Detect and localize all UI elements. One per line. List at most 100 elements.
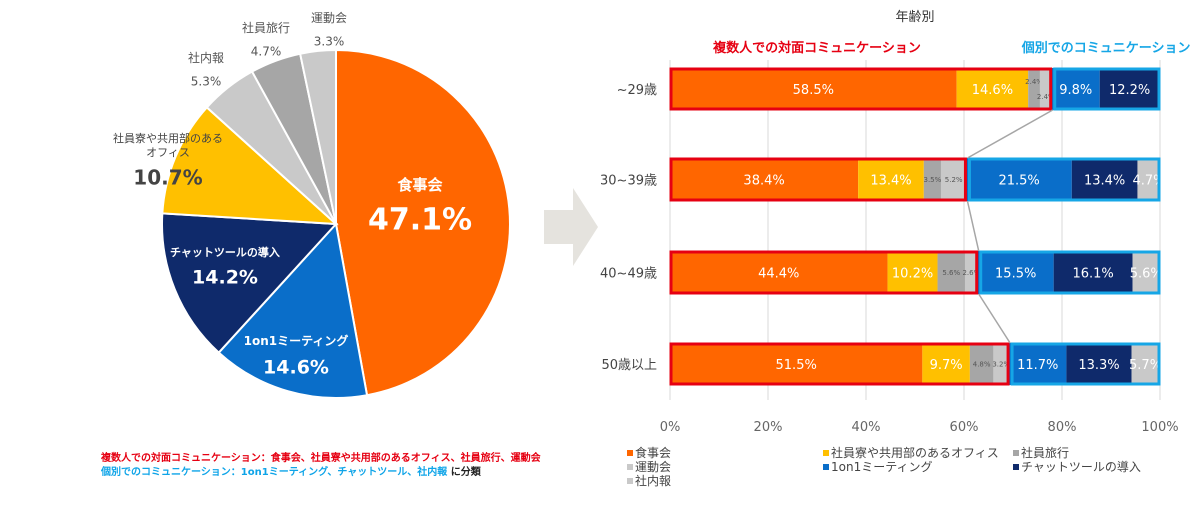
- pie-label-ryo-1: オフィス: [146, 146, 190, 159]
- note-indiv-suffix: に分類: [450, 467, 481, 478]
- bar-label-1-5: 13.4%: [1084, 173, 1125, 188]
- bar-seg-0-5: [1099, 68, 1160, 110]
- legend-label-6: 社内報: [635, 474, 672, 488]
- category-label-2: 40~49歳: [600, 267, 657, 282]
- bar-seg-0-3: [1039, 68, 1052, 110]
- bar-seg-0-4: [1051, 68, 1100, 110]
- legend-swatch-3: [627, 463, 633, 470]
- category-label-1: 30~39歳: [600, 174, 657, 189]
- bar-label-0-1: 14.6%: [972, 83, 1013, 98]
- bar-seg-1-0: [670, 158, 859, 201]
- bar-label-1-6: 4.7%: [1132, 173, 1165, 188]
- bar-label-2-1: 10.2%: [892, 266, 933, 281]
- legend-swatch-1: [823, 449, 829, 456]
- bar-seg-1-3: [940, 158, 967, 201]
- pie-value-undo: 3.3%: [314, 35, 345, 49]
- bar-seg-2-5: [1053, 251, 1133, 294]
- bar-seg-0-1: [956, 68, 1029, 110]
- legend-item-0: 食事会: [627, 446, 671, 460]
- pie-value-chat: 14.2%: [192, 267, 258, 289]
- bar-label-0-4: 9.8%: [1059, 83, 1092, 98]
- bar-label-3-6: 5.7%: [1129, 358, 1162, 373]
- pie-slice-chat: [161, 212, 339, 355]
- bar-label-0-3: 2.4%: [1037, 93, 1055, 101]
- indiv-group-border-1: [967, 157, 1161, 202]
- pie-value-ryo: 10.7%: [133, 165, 202, 189]
- bar-chart-title: 年齢別: [895, 10, 934, 25]
- group-label-multi: 複数人での対面コミュニケーション: [712, 40, 921, 56]
- bar-label-0-5: 12.2%: [1109, 83, 1150, 98]
- indiv-group-border-3: [1010, 342, 1161, 386]
- pie-slice-shokuji: [335, 48, 511, 397]
- right-arrow-icon: [544, 188, 598, 266]
- multi-group-border-2: [669, 250, 979, 295]
- bar-seg-2-3: [964, 251, 978, 294]
- connector-line-2: [978, 293, 1011, 344]
- bar-seg-3-5: [1066, 343, 1132, 385]
- legend-item-1: 社員寮や共用部のあるオフィス: [823, 446, 999, 460]
- legend-label-1: 社員寮や共用部のあるオフィス: [831, 446, 999, 460]
- legend-label-3: 運動会: [635, 460, 672, 474]
- bar-seg-2-2: [937, 251, 965, 294]
- pie-label-ryo-0: 社員寮や共用部のある: [113, 131, 223, 145]
- bar-seg-3-3: [993, 343, 1010, 385]
- bar-seg-2-4: [977, 251, 1054, 294]
- bar-label-2-6: 5.6%: [1130, 266, 1163, 281]
- pie-label-undo: 運動会: [311, 11, 347, 25]
- legend-item-5: チャットツールの導入: [1013, 460, 1141, 474]
- bar-seg-3-0: [670, 343, 923, 385]
- bar-label-2-4: 15.5%: [995, 266, 1036, 281]
- bar-seg-1-2: [923, 158, 941, 201]
- bar-seg-3-4: [1009, 343, 1067, 385]
- x-tick-60: 60%: [950, 420, 979, 435]
- x-tick-20: 20%: [754, 420, 783, 435]
- legend-label-0: 食事会: [635, 446, 672, 460]
- bar-label-2-3: 2.6%: [962, 269, 980, 277]
- indiv-group-border-0: [1053, 67, 1161, 111]
- bar-seg-2-6: [1132, 251, 1160, 294]
- legend-item-4: 1on1ミーティング: [823, 460, 933, 474]
- connector-line-0: [967, 109, 1054, 159]
- category-label-3: 50歳以上: [601, 358, 657, 373]
- bar-seg-3-1: [922, 343, 970, 385]
- bar-label-0-2: 2.4%: [1025, 78, 1043, 86]
- bar-label-1-2: 3.5%: [923, 176, 941, 184]
- bar-seg-2-0: [670, 251, 888, 294]
- legend-swatch-6: [627, 477, 633, 484]
- legend-label-2: 社員旅行: [1021, 446, 1070, 460]
- category-label-0: ~29歳: [617, 83, 657, 98]
- pie-slice-1on1: [217, 221, 369, 399]
- legend-item-6: 社内報: [627, 474, 671, 488]
- bar-label-3-1: 9.7%: [930, 358, 963, 373]
- pie-value-shokuji: 47.1%: [368, 203, 472, 238]
- legend-label-4: 1on1ミーティング: [831, 460, 933, 474]
- classification-note-indiv: 個別でのコミュニケーション：1on1ミーティング、チャットツール、社内報 に分類: [101, 466, 481, 479]
- bar-label-1-1: 13.4%: [870, 173, 911, 188]
- multi-group-border-0: [669, 67, 1053, 111]
- bar-label-1-0: 38.4%: [743, 173, 784, 188]
- multi-group-border-1: [669, 157, 967, 202]
- note-multi-text: 複数人での対面コミュニケーション：食事会、社員寮や共用部のあるオフィス、社員旅行…: [101, 453, 541, 464]
- pie-label-shanaiho: 社内報: [188, 50, 224, 65]
- pie-label-chat: チャットツールの導入: [170, 245, 280, 259]
- legend-item-2: 社員旅行: [1013, 446, 1069, 460]
- bar-label-2-0: 44.4%: [758, 266, 799, 281]
- pie-label-ryoko: 社員旅行: [242, 20, 290, 35]
- classification-note-multi: 複数人での対面コミュニケーション：食事会、社員寮や共用部のあるオフィス、社員旅行…: [101, 452, 541, 465]
- legend-swatch-4: [823, 463, 829, 470]
- bar-label-3-4: 11.7%: [1017, 358, 1058, 373]
- bar-seg-2-1: [887, 251, 938, 294]
- bar-seg-3-2: [969, 343, 994, 385]
- bar-label-1-3: 5.2%: [945, 176, 963, 184]
- pie-label-shokuji: 食事会: [397, 176, 442, 194]
- bar-label-3-5: 13.3%: [1078, 358, 1119, 373]
- pie-chart: 食事会 47.1% 1on1ミーティング 14.6% チャットツールの導入 14.2% 社員…: [113, 11, 598, 399]
- pie-label-1on1: 1on1ミーティング: [244, 333, 349, 348]
- x-tick-0: 0%: [660, 420, 681, 435]
- legend-item-3: 運動会: [627, 460, 671, 474]
- legend-swatch-0: [627, 449, 633, 456]
- x-tick-100: 100%: [1141, 420, 1178, 435]
- bar-seg-0-0: [670, 68, 957, 110]
- pie-value-1on1: 14.6%: [263, 357, 329, 379]
